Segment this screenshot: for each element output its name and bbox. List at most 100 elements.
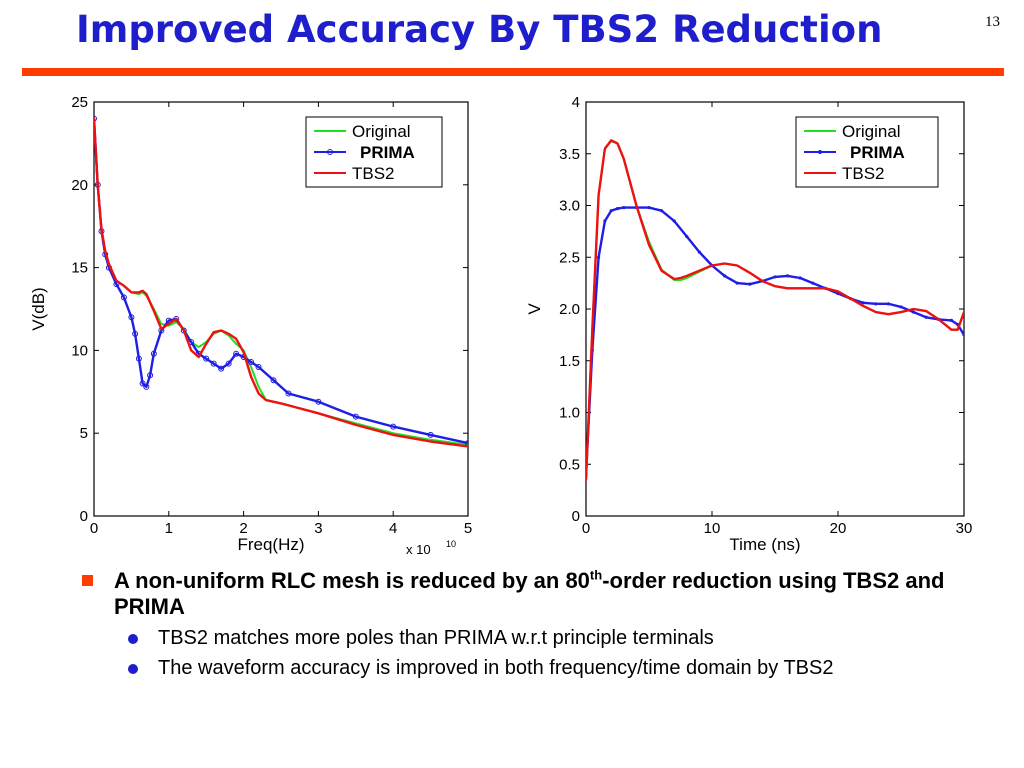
data-point-prima: [899, 305, 903, 309]
x-tick-label: 1: [165, 520, 173, 537]
data-point-prima: [128, 314, 135, 321]
y-tick-label: 5: [80, 425, 88, 442]
data-point-prima: [352, 413, 359, 420]
legend-label-original: Original: [352, 122, 411, 141]
y-tick-label: 25: [71, 94, 88, 111]
data-point-prima: [120, 294, 127, 301]
data-point-prima: [861, 301, 865, 305]
data-point-prima: [132, 330, 139, 337]
y-tick-label: 1.0: [559, 405, 580, 422]
series-line-tbs2: [586, 139, 964, 481]
round-bullet-icon: [128, 664, 138, 674]
x-tick-label: 2: [239, 520, 247, 537]
x-tick-label: 0: [582, 520, 590, 537]
bullet-sub-1-text: TBS2 matches more poles than PRIMA w.r.t…: [158, 627, 714, 649]
series-line-tbs2: [94, 117, 468, 448]
bullet-sub-2-text: The waveform accuracy is improved in bot…: [158, 657, 834, 679]
y-axis-label: V(dB): [29, 287, 48, 330]
data-point-prima: [773, 275, 777, 279]
data-point-prima: [615, 207, 620, 211]
x-tick-label: 20: [830, 520, 847, 537]
legend-label-tbs2: TBS2: [842, 164, 885, 183]
data-point-prima: [135, 355, 142, 362]
data-point-prima: [697, 250, 701, 254]
data-point-prima: [143, 383, 150, 390]
data-point-prima: [94, 115, 97, 122]
y-tick-label: 10: [71, 342, 88, 359]
data-point-prima: [390, 423, 397, 430]
x-axis-multiplier: x 10: [406, 542, 431, 557]
data-point-prima: [218, 365, 225, 372]
data-point-prima: [811, 281, 815, 285]
legend-label-tbs2: TBS2: [352, 164, 395, 183]
data-point-prima: [609, 209, 613, 213]
x-tick-label: 5: [464, 520, 472, 537]
data-point-prima: [949, 318, 953, 322]
data-point-prima: [210, 360, 217, 367]
x-axis-multiplier-exponent: 10: [446, 539, 456, 549]
data-point-prima: [622, 205, 626, 210]
bullet-sub-1: TBS2 matches more poles than PRIMA w.r.t…: [82, 626, 962, 650]
bullet-main-superscript: th: [589, 567, 603, 583]
data-point-prima: [924, 315, 928, 319]
data-point-prima: [603, 219, 607, 223]
legend-marker-prima: [327, 149, 333, 155]
y-tick-label: 4: [572, 94, 580, 111]
x-axis-label: Time (ns): [729, 535, 800, 554]
y-tick-label: 3.0: [559, 198, 580, 215]
data-point-prima: [150, 350, 157, 357]
x-tick-label: 30: [956, 520, 973, 537]
x-tick-label: 4: [389, 520, 397, 537]
legend: Original PRIMA TBS2: [305, 116, 443, 188]
data-point-prima: [315, 398, 322, 405]
data-point-prima: [748, 282, 752, 286]
data-point-prima: [735, 281, 739, 285]
y-tick-label: 2.5: [559, 249, 580, 266]
data-point-prima: [173, 315, 180, 322]
data-point-prima: [233, 350, 240, 357]
frequency-response-chart: 0 1 2 3 4 5 0 5 10 15 20 25 Freq(Hz) V(dB) x 10 10 Origi…: [29, 94, 472, 557]
y-tick-label: 1.5: [559, 353, 580, 370]
y-tick-label: 20: [71, 177, 88, 194]
data-point-prima: [465, 440, 468, 447]
legend-label-prima: PRIMA: [360, 143, 415, 162]
y-tick-label: 0: [572, 508, 580, 525]
legend: Original PRIMA TBS2: [795, 116, 939, 188]
bullet-list: A non-uniform RLC mesh is reduced by an …: [82, 568, 962, 680]
data-point-prima: [962, 333, 964, 337]
x-tick-label: 3: [314, 520, 322, 537]
data-point-prima: [255, 363, 262, 370]
y-tick-label: 0.5: [559, 456, 580, 473]
data-point-prima: [912, 310, 916, 314]
data-point-prima: [786, 274, 790, 278]
slide-number: 13: [985, 14, 1000, 30]
data-point-prima: [798, 276, 802, 280]
data-point-prima: [647, 205, 651, 210]
y-axis-label: V: [525, 303, 544, 315]
data-point-prima: [139, 380, 146, 387]
title-underline: [22, 68, 1004, 76]
data-point-prima: [660, 209, 664, 213]
data-point-prima: [203, 355, 210, 362]
data-point-prima: [723, 274, 727, 278]
bullet-sub-2: The waveform accuracy is improved in bot…: [82, 656, 962, 680]
square-bullet-icon: [82, 575, 93, 586]
legend-marker-prima: [818, 150, 822, 154]
data-point-prima: [886, 302, 890, 306]
y-tick-label: 15: [71, 260, 88, 277]
data-point-prima: [597, 255, 601, 259]
legend-label-original: Original: [842, 122, 901, 141]
x-tick-label: 10: [704, 520, 721, 537]
y-tick-label: 2.0: [559, 301, 580, 318]
data-point-prima: [427, 431, 434, 438]
bullet-main-text-start: A non-uniform RLC mesh is reduced by an …: [114, 568, 590, 593]
x-tick-label: 0: [90, 520, 98, 537]
data-point-prima: [147, 372, 154, 379]
data-point-prima: [285, 390, 292, 397]
slide-title: Improved Accuracy By TBS2 Reduction: [76, 8, 883, 51]
bullet-main: A non-uniform RLC mesh is reduced by an …: [82, 568, 962, 620]
data-point-prima: [874, 302, 878, 306]
data-point-prima: [225, 360, 232, 367]
bullet-main-text-end: -order reduction using TBS2 and PRIMA: [114, 568, 945, 619]
y-tick-label: 3.5: [559, 146, 580, 163]
